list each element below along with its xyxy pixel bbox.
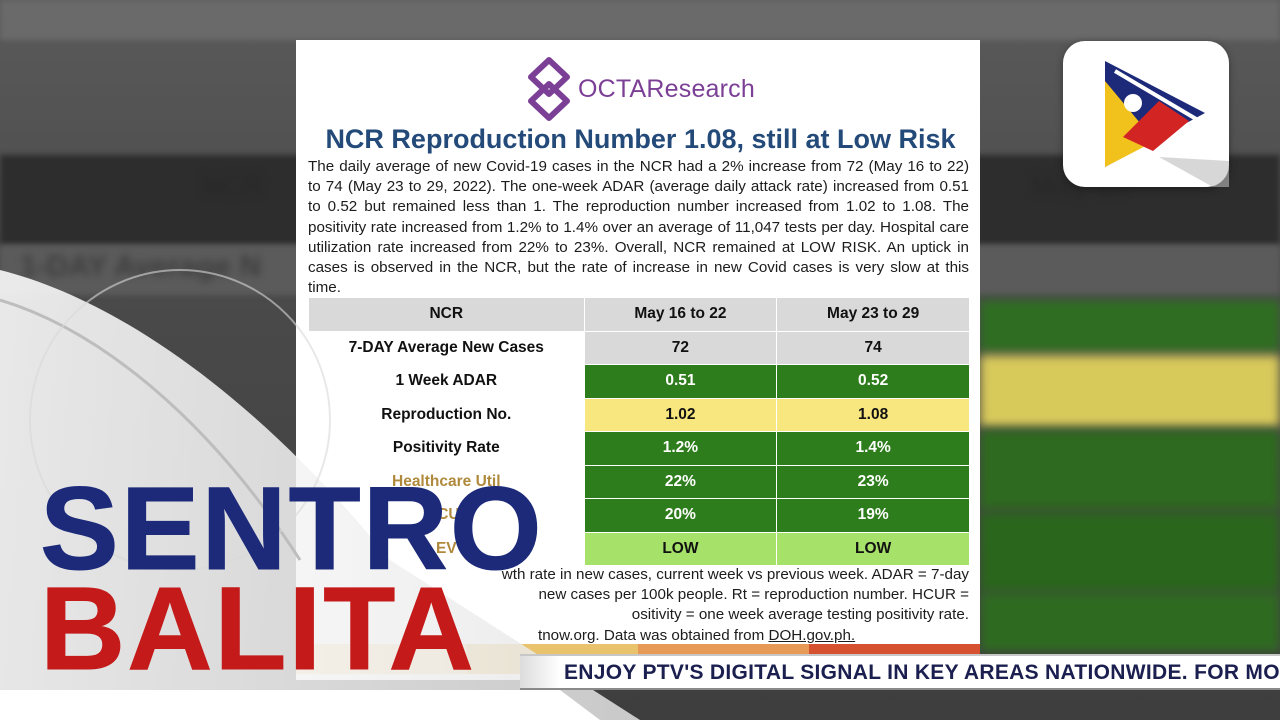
- show-title-balita: BALITA: [40, 563, 476, 695]
- ptv-logo: [1063, 41, 1229, 187]
- row-value-week2: 19%: [776, 498, 970, 533]
- row-value-week1: 72: [583, 330, 778, 365]
- header-week1: May 16 to 22: [583, 297, 778, 332]
- row-value-week2: 1.08: [776, 397, 970, 432]
- row-label: 7-DAY Average New Cases: [308, 330, 585, 365]
- row-value-week2: 1.4%: [776, 431, 970, 466]
- table-row: Reproduction No. 1.02 1.08: [308, 397, 970, 432]
- ticker-text: ENJOY PTV'S DIGITAL SIGNAL IN KEY AREAS …: [564, 661, 1280, 684]
- row-value-week1: 1.2%: [583, 431, 778, 466]
- doh-link[interactable]: DOH.gov.ph.: [768, 626, 856, 644]
- row-value-week2: LOW: [776, 531, 970, 566]
- table-row: Positivity Rate 1.2% 1.4%: [308, 431, 970, 466]
- row-label: Positivity Rate: [308, 431, 585, 466]
- header-ncr: NCR: [308, 297, 585, 332]
- octa-diamond-icon: [528, 57, 570, 121]
- row-label: Reproduction No.: [308, 397, 585, 432]
- row-value-week1: LOW: [583, 531, 778, 566]
- header-week2: May 23 to 29: [776, 297, 970, 332]
- report-title: NCR Reproduction Number 1.08, still at L…: [325, 124, 956, 154]
- octaresearch-logo: OCTAResearch: [526, 54, 755, 124]
- row-value-week2: 74: [776, 330, 970, 365]
- ptv-triangle-icon: [1105, 61, 1229, 187]
- footnote-line: ositivity = one week average testing pos…: [631, 606, 969, 624]
- table-row: 1 Week ADAR 0.51 0.52: [308, 364, 970, 399]
- row-value-week1: 22%: [583, 464, 778, 499]
- table-header-row: NCR May 16 to 22 May 23 to 29: [308, 297, 970, 332]
- report-paragraph: The daily average of new Covid-19 cases …: [308, 158, 969, 297]
- row-value-week2: 0.52: [776, 364, 970, 399]
- row-value-week1: 1.02: [583, 397, 778, 432]
- row-value-week2: 23%: [776, 464, 970, 499]
- news-ticker: ENJOY PTV'S DIGITAL SIGNAL IN KEY AREAS …: [520, 654, 1280, 690]
- show-title-sentro: SENTRO: [40, 463, 544, 595]
- logo-wordmark: OCTAResearch: [578, 74, 755, 103]
- footnote-line: new cases per 100k people. Rt = reproduc…: [538, 586, 969, 604]
- row-label: 1 Week ADAR: [308, 364, 585, 399]
- table-row: 7-DAY Average New Cases 72 74: [308, 330, 970, 365]
- footnote-line: tnow.org. Data was obtained from: [538, 626, 765, 644]
- ticker-divider: [520, 656, 560, 688]
- row-value-week1: 20%: [583, 498, 778, 533]
- row-value-week1: 0.51: [583, 364, 778, 399]
